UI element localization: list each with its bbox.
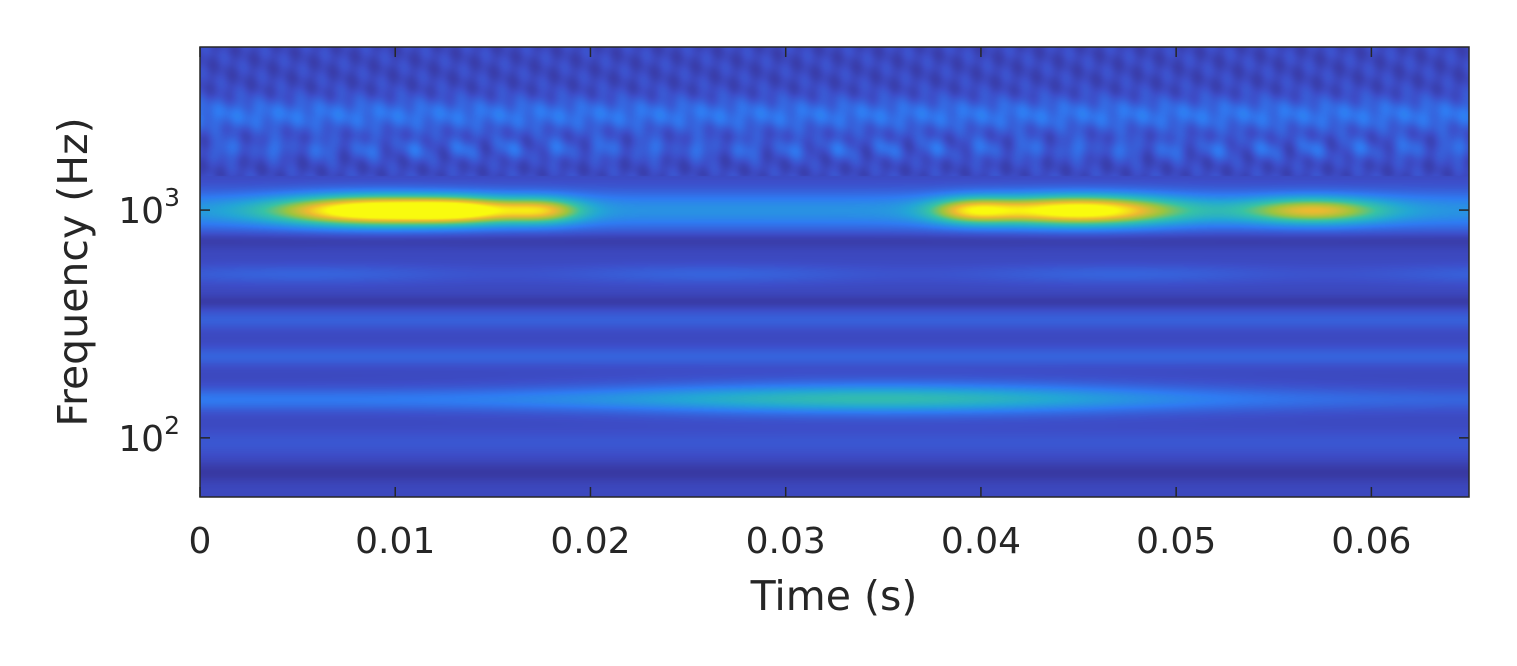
x-tick-label: 0.05	[1136, 521, 1216, 562]
x-tick-label: 0.01	[355, 521, 435, 562]
x-tick-label: 0.03	[746, 521, 826, 562]
y-tick-label-base: 10	[118, 191, 164, 232]
x-tick-label: 0	[189, 521, 212, 562]
x-axis-label: Time (s)	[750, 572, 918, 620]
y-tick-label-exponent: 3	[164, 183, 180, 212]
heatmap-image	[200, 47, 1469, 497]
plot-area	[200, 47, 1469, 497]
y-tick-label: 103	[118, 183, 180, 232]
y-tick-label: 102	[118, 411, 180, 460]
y-axis-label: Frequency (Hz)	[49, 117, 97, 426]
x-tick-label: 0.04	[941, 521, 1021, 562]
y-tick-label-base: 10	[118, 419, 164, 460]
x-tick-label: 0.06	[1331, 521, 1411, 562]
plot-frame	[199, 46, 1470, 498]
x-tick-label: 0.02	[550, 521, 630, 562]
y-tick-label-exponent: 2	[164, 411, 180, 440]
x-axis: 0 0.01 0.02 0.03 0.04 0.05 0.06	[189, 47, 1411, 562]
